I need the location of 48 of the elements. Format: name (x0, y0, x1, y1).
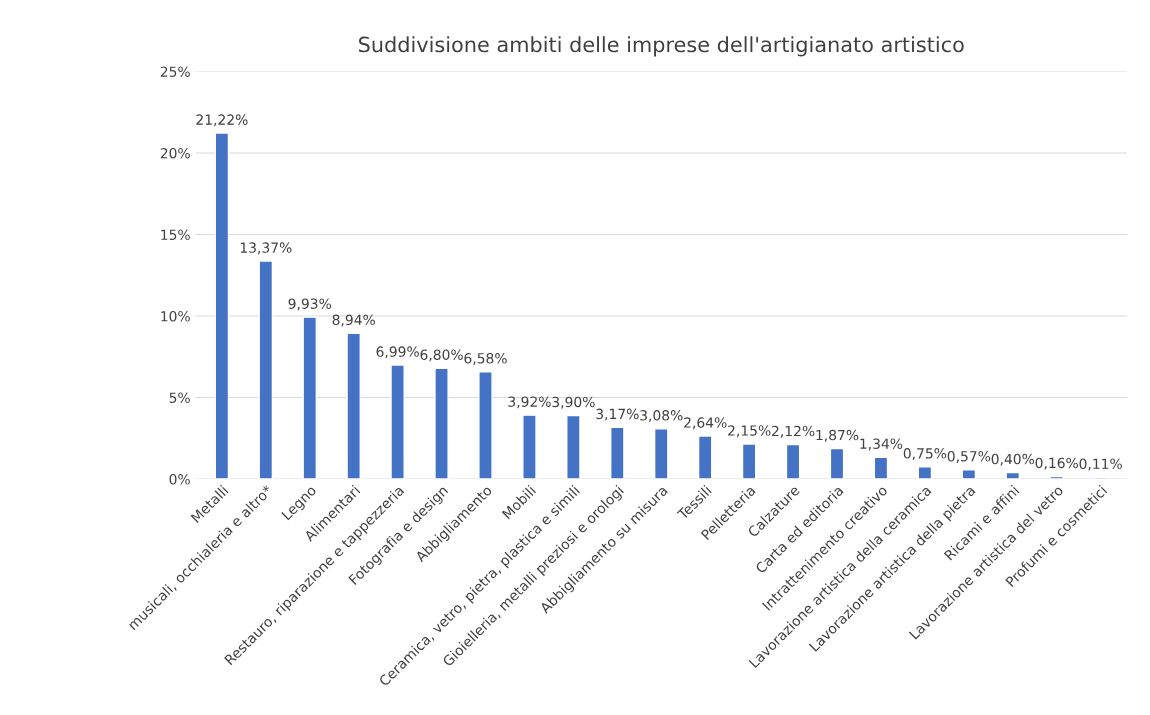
bar (653, 428, 669, 480)
bar (302, 316, 318, 480)
y-tick-label: 15% (161, 229, 190, 240)
data-label: 6,80% (420, 349, 463, 362)
y-tick-label: 25% (160, 66, 190, 77)
data-label: 6,58% (464, 353, 507, 365)
data-label: 2,15% (728, 425, 771, 438)
data-label: 2,12% (772, 425, 815, 438)
bar (785, 443, 801, 480)
data-label: 0,16% (1035, 457, 1078, 470)
bar (1005, 471, 1021, 480)
bar (917, 466, 933, 480)
data-label: 13,37% (240, 242, 292, 255)
bar (434, 367, 449, 480)
bar (258, 260, 274, 480)
data-label: 0,57% (947, 451, 991, 463)
bar (478, 371, 493, 480)
data-label: 3,17% (596, 408, 639, 421)
bar (961, 469, 977, 480)
y-tick-label: 5% (169, 392, 190, 404)
bar (873, 456, 889, 480)
bar (566, 414, 581, 480)
data-label: 0,11% (1079, 458, 1122, 471)
y-tick-label: 10% (161, 311, 190, 322)
data-label: 2,64% (684, 417, 727, 430)
bar (522, 414, 537, 480)
data-label: 8,94% (332, 314, 375, 327)
bar (610, 426, 625, 480)
y-tick-label: 0% (169, 474, 190, 485)
data-label: 3,90% (552, 396, 595, 409)
data-label: 3,92% (508, 396, 551, 409)
data-label: 0,40% (991, 453, 1035, 466)
data-label: 1,34% (860, 438, 903, 451)
bar (390, 364, 405, 480)
bar (697, 435, 713, 480)
data-label: 21,22% (196, 114, 248, 127)
bar (829, 447, 845, 480)
data-label: 9,93% (288, 298, 332, 311)
bar (214, 132, 230, 480)
bar (741, 443, 757, 480)
bar (1049, 475, 1064, 480)
data-label: 1,87% (816, 429, 859, 442)
y-tick-label: 20% (160, 147, 190, 159)
bar (346, 332, 361, 480)
chart-title: Suddivisione ambiti delle imprese dell'artigianato artistico (358, 36, 964, 57)
data-label: 6,99% (376, 346, 419, 359)
data-label: 0,75% (903, 448, 947, 460)
data-label: 3,08% (640, 410, 683, 423)
